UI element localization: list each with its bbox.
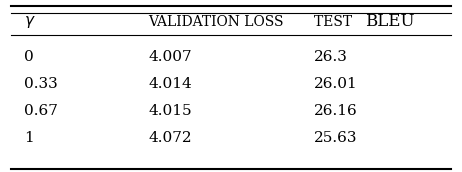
Text: BLEU: BLEU [365, 13, 414, 30]
Text: 26.01: 26.01 [314, 77, 358, 91]
Text: TEST: TEST [314, 15, 356, 29]
Text: $\gamma$: $\gamma$ [24, 14, 36, 30]
Text: 4.015: 4.015 [148, 104, 192, 118]
Text: 4.072: 4.072 [148, 131, 192, 146]
Text: 26.3: 26.3 [314, 50, 347, 64]
Text: 0.33: 0.33 [24, 77, 58, 91]
Text: VALIDATION LOSS: VALIDATION LOSS [148, 15, 284, 29]
Text: 4.014: 4.014 [148, 77, 192, 91]
Text: 4.007: 4.007 [148, 50, 192, 64]
Text: 0: 0 [24, 50, 34, 64]
Text: 0.67: 0.67 [24, 104, 58, 118]
Text: 1: 1 [24, 131, 34, 146]
Text: 25.63: 25.63 [314, 131, 357, 146]
Text: 26.16: 26.16 [314, 104, 358, 118]
